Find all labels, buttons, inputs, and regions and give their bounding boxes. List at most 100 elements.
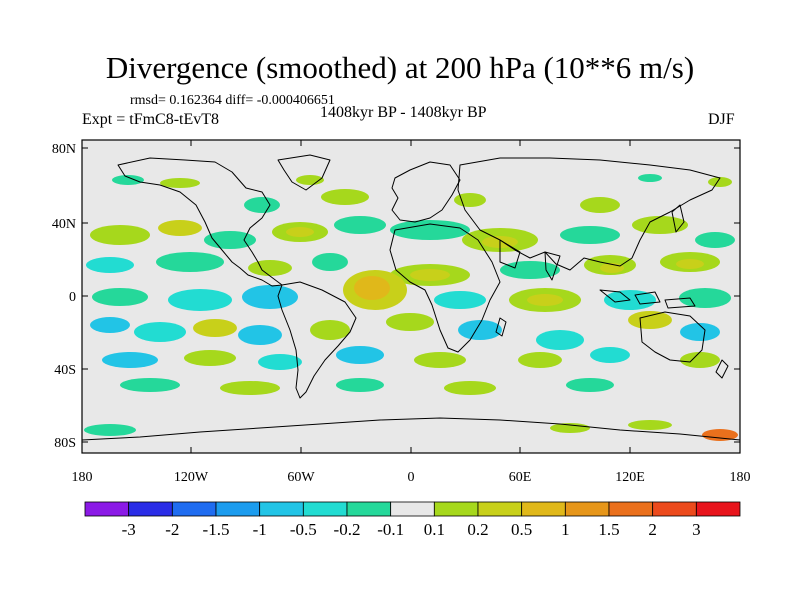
colorbar-swatch (171, 501, 217, 517)
time-period-label: 1408kyr BP - 1408kyr BP (320, 104, 487, 121)
coastline-india (544, 251, 561, 281)
colorbar-swatch (259, 501, 304, 517)
field-patch (566, 378, 614, 392)
field-patch (242, 285, 298, 309)
coastline-north-america (117, 157, 283, 287)
lon-label: 60E (509, 470, 532, 485)
coastline-antarctica (81, 417, 741, 441)
field-patch (112, 175, 144, 185)
colorbar-swatch (608, 501, 654, 517)
colorbar-swatch (564, 501, 610, 517)
colorbar-swatch (652, 501, 697, 517)
field-patch (679, 288, 731, 308)
colorbar-label: -1 (253, 520, 267, 539)
field-patch (695, 232, 735, 248)
field-patch (248, 260, 292, 276)
field-patch (84, 424, 136, 436)
colorbar-swatch (521, 501, 566, 517)
field-patch (458, 320, 502, 340)
field-patch (92, 288, 148, 306)
coastline-new-zealand (715, 359, 729, 379)
colorbar-label: 2 (648, 520, 657, 539)
field-patch (500, 261, 560, 279)
lon-label: 0 (408, 470, 415, 485)
field-patch (434, 291, 486, 309)
lon-label: 120E (615, 470, 645, 485)
coastline-greenland (277, 154, 331, 191)
colorbar-swatch (346, 501, 392, 517)
colorbar-label: 3 (692, 520, 701, 539)
field-patch (390, 220, 470, 240)
field-patch (286, 227, 314, 237)
field-patch (680, 352, 720, 368)
field-patch (590, 347, 630, 363)
colorbar-labels: -3 -2 -1.5 -1 -0.5 -0.2 -0.1 0.1 0.2 0.5 1 1.5 2 3 (122, 520, 701, 539)
field-patch (244, 197, 280, 213)
coastlines (81, 154, 741, 441)
lat-label: 40N (52, 217, 76, 232)
colorbar-swatch (215, 501, 261, 517)
coastline-indonesia (599, 289, 696, 309)
field-patch (386, 313, 434, 331)
field-patch (193, 319, 237, 337)
coastline-africa (389, 223, 501, 353)
colorbar-label: -2 (165, 520, 179, 539)
field-patch (312, 253, 348, 271)
field-patch (680, 323, 720, 341)
field-patch (354, 276, 390, 300)
field-patch (414, 352, 466, 368)
plot-title: Divergence (smoothed) at 200 hPa (10**6 … (105, 50, 695, 85)
colorbar-swatch (84, 501, 130, 517)
field-patch (310, 320, 350, 340)
latitude-ticks (82, 147, 740, 443)
field-patch (410, 269, 450, 281)
colorbar-label: 1.5 (598, 520, 619, 539)
field-patch (134, 322, 186, 342)
field-patch (702, 429, 738, 441)
field-patch (156, 252, 224, 272)
field-patch (336, 346, 384, 364)
field-patch (334, 216, 386, 234)
lon-label: 180 (730, 470, 751, 485)
colorbar-swatch (390, 501, 435, 517)
season-label: DJF (708, 111, 735, 128)
colorbar-swatch (302, 501, 348, 517)
latitude-labels: 80N 40N 0 40S 80S (52, 142, 76, 451)
coastline-south-america (277, 281, 357, 399)
field-patch (676, 259, 704, 269)
coastline-europe (391, 161, 461, 223)
coastline-arabia (499, 239, 521, 269)
field-patch (184, 350, 236, 366)
lat-label: 80S (54, 436, 76, 451)
colorbar-label: -0.2 (334, 520, 361, 539)
colorbar-label: 1 (561, 520, 570, 539)
field-patch (90, 317, 130, 333)
coastline-japan (671, 204, 685, 233)
field-patch (628, 420, 672, 430)
colorbar-label: 0.5 (511, 520, 532, 539)
lat-label: 40S (54, 363, 76, 378)
lat-label: 80N (52, 142, 76, 157)
field-patch (321, 189, 369, 205)
field-patch (560, 226, 620, 244)
colorbar-swatch (128, 501, 173, 517)
lat-label: 0 (69, 290, 76, 305)
colorbar-label: -1.5 (203, 520, 230, 539)
field-patch (444, 381, 496, 395)
field-patch (220, 381, 280, 395)
field-patch (158, 220, 202, 236)
colorbar-swatch (695, 501, 741, 517)
field-patch (296, 175, 324, 185)
lon-label: 60W (287, 470, 315, 485)
field-patch (708, 177, 732, 187)
divergence-field (84, 174, 738, 441)
coastline-madagascar (495, 317, 507, 337)
lon-label: 180 (72, 470, 93, 485)
experiment-label: Expt = tFmC8-tEvT8 (82, 111, 220, 128)
colorbar (84, 501, 741, 517)
colorbar-swatch (433, 501, 479, 517)
colorbar-label: -0.1 (377, 520, 404, 539)
coastline-australia (639, 311, 706, 363)
colorbar-swatch (477, 501, 523, 517)
